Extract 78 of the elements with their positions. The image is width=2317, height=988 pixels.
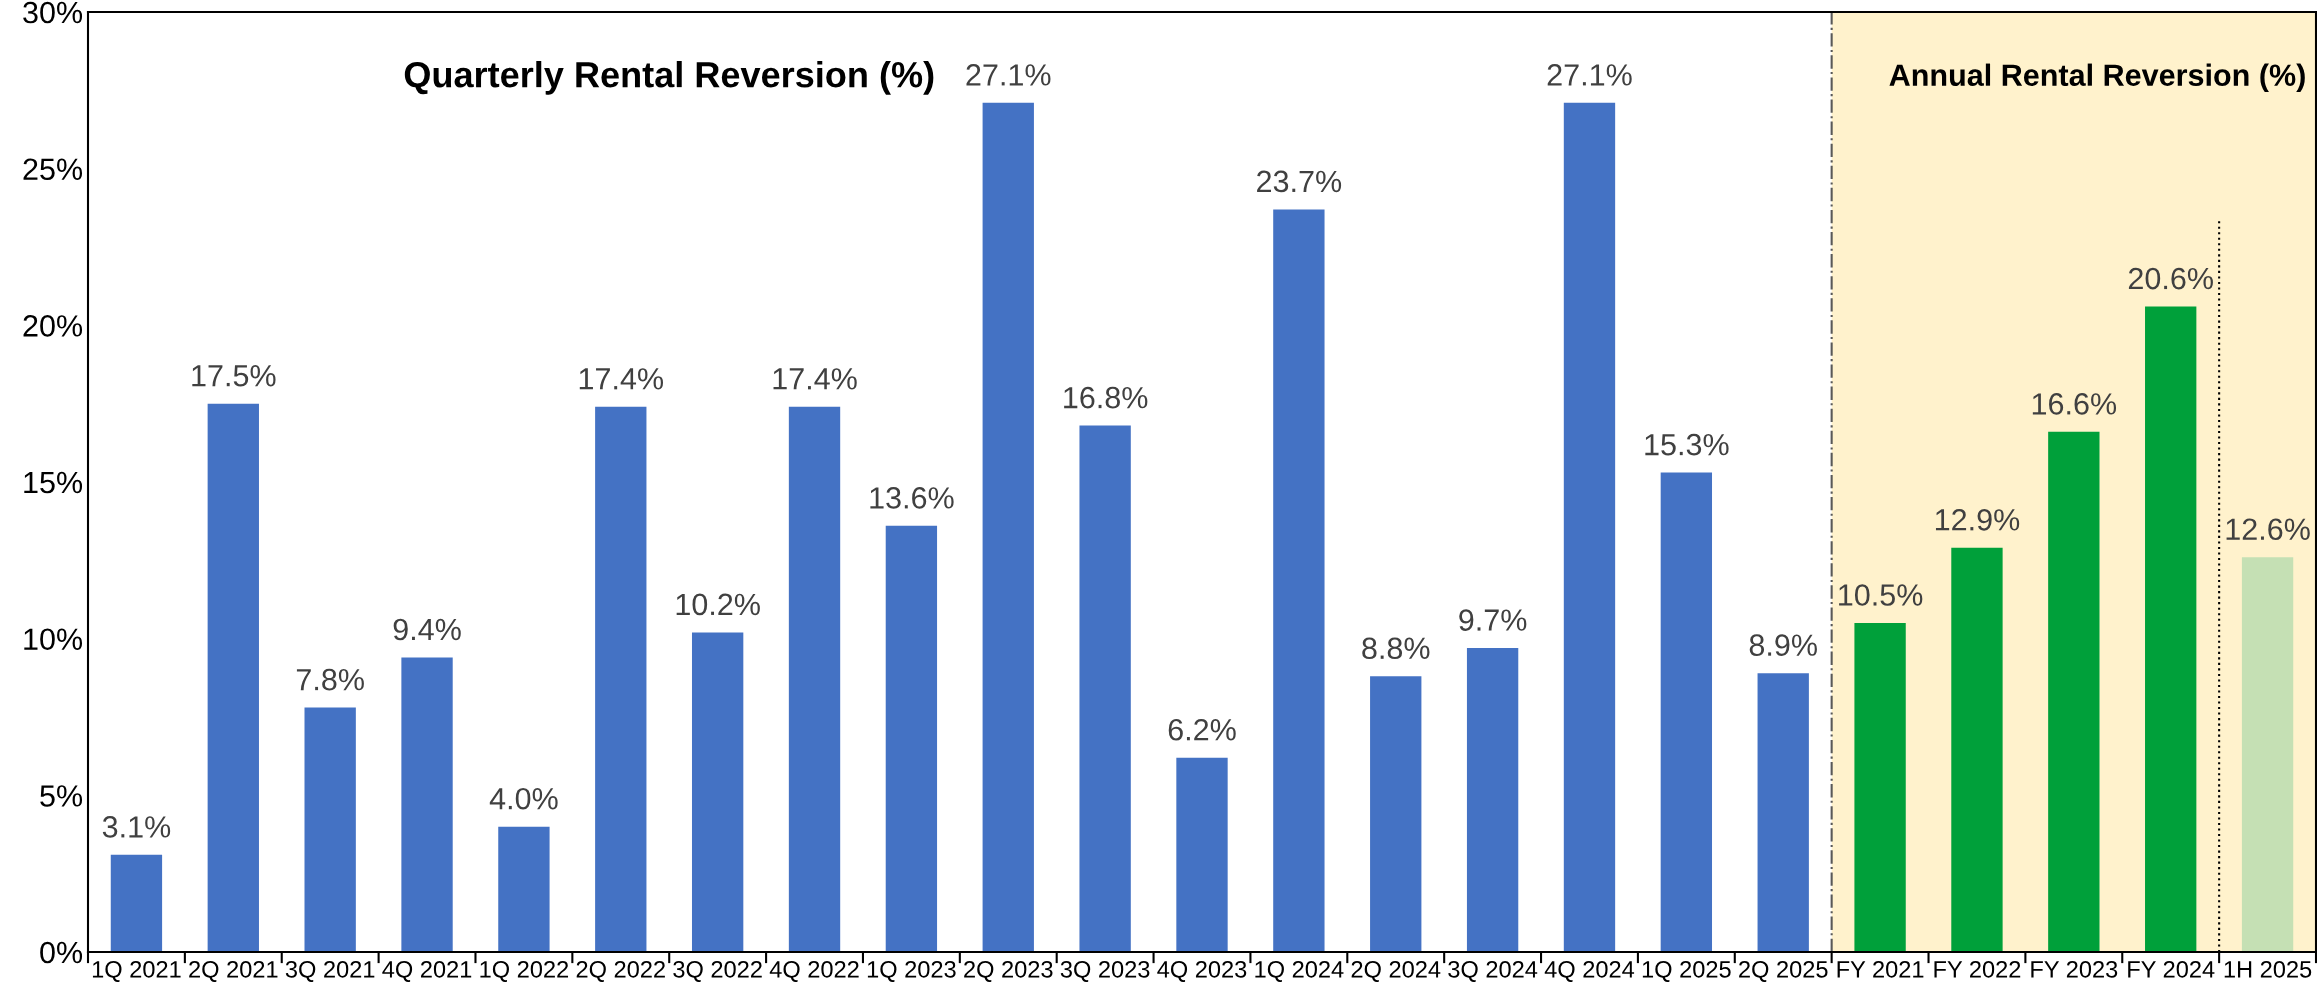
x-tick-label: 4Q 2024 — [1544, 960, 1635, 982]
data-label: 17.4% — [579, 368, 664, 390]
x-tick-label: 2Q 2025 — [1739, 960, 1828, 982]
data-label: 17.4% — [773, 368, 857, 390]
data-label: 15.3% — [1645, 433, 1729, 456]
x-tick-label: 1Q 2024 — [1255, 960, 1344, 982]
data-label: 23.7% — [1257, 170, 1342, 193]
bar — [1951, 547, 2003, 952]
data-label: 16.6% — [2032, 393, 2117, 415]
data-label: 20.6% — [2128, 267, 2213, 290]
bar — [110, 854, 163, 952]
bar — [1660, 472, 1713, 952]
bar — [1273, 209, 1325, 952]
y-tick-label: 25% — [23, 158, 83, 181]
x-tick-label: 1Q 2023 — [867, 960, 956, 982]
data-label: 17.5% — [192, 365, 276, 387]
data-label: 8.9% — [1749, 634, 1817, 656]
y-tick-label: 0% — [40, 941, 83, 964]
bar — [1466, 648, 1519, 952]
x-tick-label: 2Q 2023 — [964, 960, 1053, 982]
bar — [595, 406, 647, 952]
bar — [2241, 557, 2294, 952]
bar — [2048, 431, 2100, 952]
data-label: 27.1% — [966, 64, 1051, 86]
x-tick-label: FY 2024 — [2128, 960, 2215, 978]
y-tick-label: 15% — [24, 471, 83, 494]
x-tick-label: 2Q 2024 — [1351, 960, 1441, 982]
bar — [691, 632, 744, 952]
bar — [1370, 676, 1422, 952]
y-tick-label: 30% — [23, 1, 83, 24]
data-label: 10.5% — [1839, 584, 1923, 606]
data-label: 9.4% — [393, 618, 461, 641]
x-tick-label: 1Q 2025 — [1642, 960, 1731, 982]
x-tick-label: 4Q 2023 — [1157, 960, 1247, 982]
x-tick-label: 3Q 2023 — [1060, 960, 1150, 982]
y-tick-label: 5% — [40, 785, 83, 807]
bar — [401, 657, 453, 952]
data-label: 16.8% — [1064, 386, 1148, 409]
data-label: 12.9% — [1935, 509, 2020, 531]
x-tick-label: FY 2022 — [1934, 960, 2021, 978]
bar — [1563, 102, 1616, 952]
x-tick-label: 2Q 2021 — [189, 960, 278, 982]
bar — [2145, 306, 2197, 952]
bar — [1757, 673, 1809, 952]
data-label: 3.1% — [102, 816, 171, 838]
data-label: 27.1% — [1547, 64, 1632, 86]
x-tick-label: 2Q 2022 — [576, 960, 665, 982]
y-tick-label: 20% — [23, 315, 83, 337]
x-tick-label: 3Q 2024 — [1448, 960, 1538, 982]
bar — [1854, 623, 1906, 952]
data-label: 4.0% — [489, 787, 558, 810]
data-label: 12.6% — [2226, 518, 2310, 541]
x-tick-label: 4Q 2022 — [769, 960, 859, 982]
bar — [1079, 425, 1131, 952]
bar — [788, 406, 841, 952]
bar — [498, 826, 550, 952]
bar — [207, 403, 259, 952]
annotation: Quarterly Rental Reversion (%) — [404, 60, 934, 95]
bar — [304, 707, 356, 952]
data-label: 8.8% — [1362, 637, 1430, 660]
annotation: Annual Rental Reversion (%) — [1889, 63, 2305, 93]
y-tick-label: 10% — [24, 628, 83, 651]
bar — [1176, 757, 1228, 952]
x-tick-label: 1Q 2021 — [92, 960, 181, 982]
x-tick-label: 3Q 2022 — [673, 960, 762, 982]
data-label: 10.2% — [676, 593, 760, 616]
x-tick-label: 1H 2025 — [2224, 960, 2312, 978]
data-label: 6.2% — [1168, 718, 1236, 741]
bar — [982, 102, 1034, 952]
x-tick-label: FY 2021 — [1837, 960, 1924, 978]
x-tick-label: FY 2023 — [2031, 960, 2118, 978]
bar — [885, 525, 938, 952]
data-label: 13.6% — [870, 487, 954, 509]
x-tick-label: 3Q 2021 — [285, 960, 375, 982]
x-tick-label: 4Q 2021 — [382, 960, 472, 982]
data-label: 9.7% — [1459, 609, 1527, 631]
data-label: 7.8% — [296, 668, 364, 691]
x-tick-label: 1Q 2022 — [480, 960, 569, 982]
